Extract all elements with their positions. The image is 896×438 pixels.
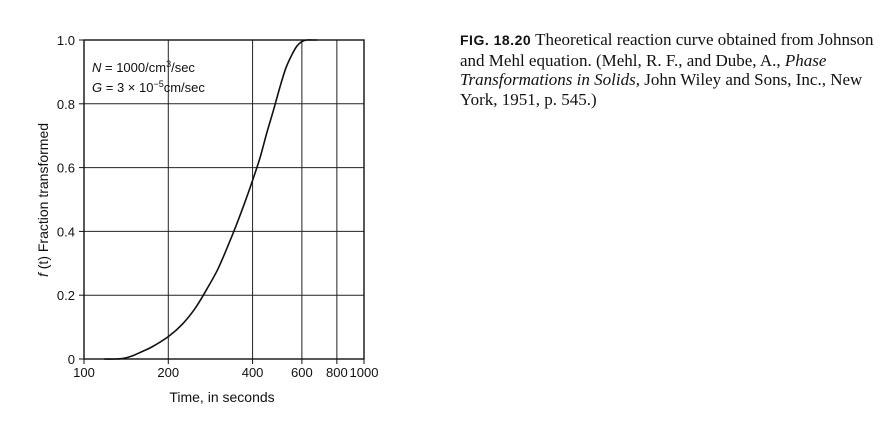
plot-frame (83, 39, 365, 360)
x-axis-label: Time, in seconds (169, 389, 274, 405)
y-tick-label: 0.4 (57, 224, 75, 239)
y-tick-label: 0.6 (57, 161, 75, 176)
plot-border (83, 39, 365, 360)
y-tick-label: 0.8 (57, 97, 75, 112)
figure-number: FIG. 18.20 (460, 32, 532, 48)
caption-citation-end: , John Wiley and Sons, Inc., New York, 1… (460, 70, 863, 109)
annotation-n-tail: /sec (171, 60, 195, 75)
y-tick-labels: 0 0.2 0.4 0.6 0.8 1.0 (57, 33, 84, 367)
y-axis-label-var: f (35, 271, 51, 277)
x-tick-label: 200 (157, 365, 179, 380)
caption-book-title: Phase Transformations in Solids (460, 50, 827, 90)
annotation-g-var: G (92, 80, 102, 95)
x-tick-labels: 100 200 400 600 800 1000 (73, 359, 378, 380)
chart: 100 200 400 600 800 1000 0 0.2 0.4 0.6 0.8 1.0 Tim… (35, 33, 378, 405)
y-tick-label: 1.0 (57, 33, 75, 48)
x-tick-label: 100 (73, 365, 95, 380)
x-tick-label: 1000 (350, 365, 379, 380)
caption-text: Theoretical reaction curve obtained from… (460, 30, 874, 70)
grid (84, 40, 364, 359)
annotation-n-value: = 1000/cm (101, 60, 166, 75)
annotation-line-g: G = 3 × 10−5cm/sec (92, 79, 205, 95)
reaction-curve-line (104, 39, 318, 360)
annotation-g-tail: cm/sec (164, 80, 206, 95)
y-axis-label: f (t) Fraction transformed (35, 123, 51, 277)
x-tick-label: 600 (291, 365, 313, 380)
annotation-n-var: N (92, 60, 102, 75)
y-tick-label: 0.2 (57, 288, 75, 303)
y-axis-label-rest: (t) Fraction transformed (35, 123, 51, 273)
annotation-g-value: = 3 × 10 (102, 80, 153, 95)
annotation-line-n: N = 1000/cm3/sec (92, 59, 195, 75)
x-tick-label: 800 (326, 365, 348, 380)
x-tick-label: 400 (242, 365, 264, 380)
figure-caption: FIG. 18.20 Theoretical reaction curve ob… (460, 30, 880, 109)
y-tick-label: 0 (68, 352, 75, 367)
series-layer (104, 39, 318, 360)
parameter-annotation: N = 1000/cm3/sec G = 3 × 10−5cm/sec (92, 59, 205, 95)
annotation-g-sup: −5 (153, 79, 163, 89)
annotation-n-sup: 3 (166, 59, 171, 69)
